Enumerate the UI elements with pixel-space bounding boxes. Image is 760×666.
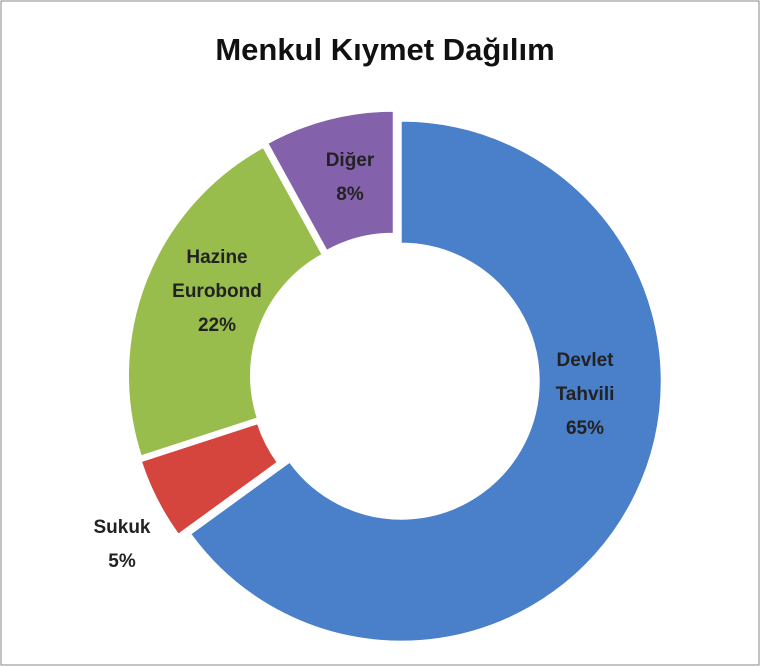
donut-slice (140, 423, 278, 535)
slice-value-label: 5% (108, 551, 136, 572)
slice-value-label: 65% (566, 418, 604, 439)
slice-value-label: 22% (198, 315, 236, 336)
slice-label: Sukuk (93, 517, 150, 538)
slice-label: Devlet Tahvili (556, 350, 615, 405)
slice-label: Hazine Eurobond (172, 247, 262, 302)
donut-slice (190, 120, 662, 642)
slice-label: Diğer (326, 150, 375, 171)
donut-slice (127, 146, 323, 457)
donut-slice (267, 110, 394, 251)
slice-value-label: 8% (336, 184, 364, 205)
chart-title: Menkul Kıymet Dağılım (215, 32, 554, 67)
